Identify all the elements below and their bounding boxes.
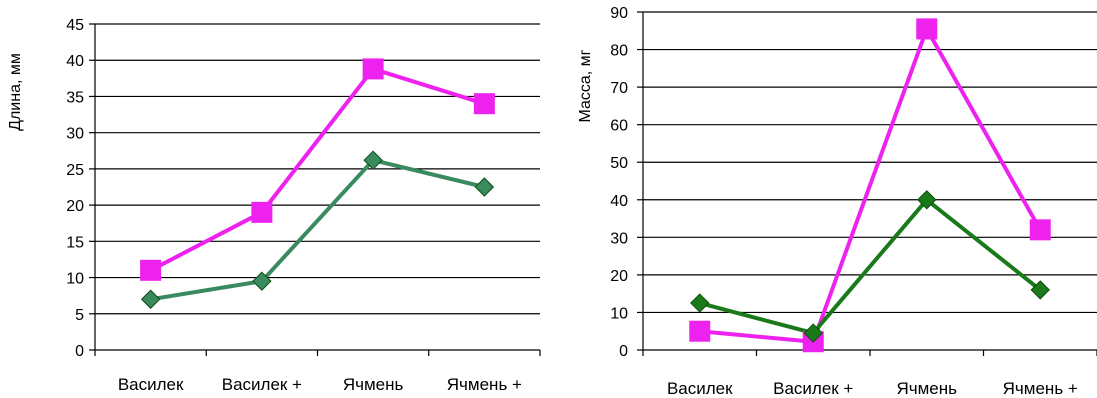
x-category-label: Василек + [773,379,853,398]
x-category-label: Василек [667,379,733,398]
y-tick-label: 30 [610,230,628,247]
y-tick-label: 40 [610,193,628,210]
series-2-line [699,197,1042,336]
series-1-point [916,18,938,40]
y-tick-label: 60 [610,118,628,135]
series-1-point [689,320,711,342]
series-2-point [1030,280,1050,300]
x-category-label: Василек + [222,375,302,394]
series-2-point [140,289,161,309]
x-category-label: Ячмень [343,375,404,394]
series-2-line [150,158,485,302]
series-2-point [474,177,495,197]
series-2-point [803,323,823,343]
y-tick-label: 90 [610,5,628,22]
y-axis-label: Длина, мм [7,53,24,131]
x-category-label: Василек [118,375,184,394]
y-tick-label: 0 [619,343,628,360]
y-tick-label: 25 [66,162,84,179]
series-2-point [917,190,937,210]
y-tick-label: 50 [610,155,628,172]
series-2-point [690,293,710,313]
series-2-point [252,271,272,291]
y-tick-label: 10 [66,271,84,288]
series-2-point [363,150,383,170]
y-tick-label: 30 [66,126,84,143]
y-tick-label: 45 [66,17,84,34]
y-tick-label: 15 [66,234,84,251]
y-tick-label: 80 [610,43,628,60]
series-1-point [251,201,273,223]
series-1-line [699,26,1042,344]
x-category-label: Ячмень + [1003,379,1078,398]
y-tick-label: 5 [75,307,84,324]
y-tick-label: 20 [66,198,84,215]
y-axis-label: Масса, мг [577,49,594,122]
y-tick-label: 35 [66,89,84,106]
x-category-label: Ячмень [896,379,957,398]
y-tick-label: 10 [610,305,628,322]
y-tick-label: 70 [610,80,628,97]
x-category-label: Ячмень + [447,375,522,394]
y-tick-label: 0 [75,343,84,360]
series-1-point [1029,219,1051,241]
chart-mass: 0 10 20 30 40 50 60 70 80 90 Василек Василек + Ячмен… [577,5,1097,398]
series-1-line [149,66,485,273]
series-1-point [473,93,495,115]
series-1-point [362,58,384,80]
y-tick-label: 20 [610,268,628,285]
series-1-point [140,259,162,281]
chart-length: 0 5 10 15 20 25 30 35 40 45 Василек Василек + Ячмень… [7,17,541,394]
y-tick-label: 40 [66,53,84,70]
